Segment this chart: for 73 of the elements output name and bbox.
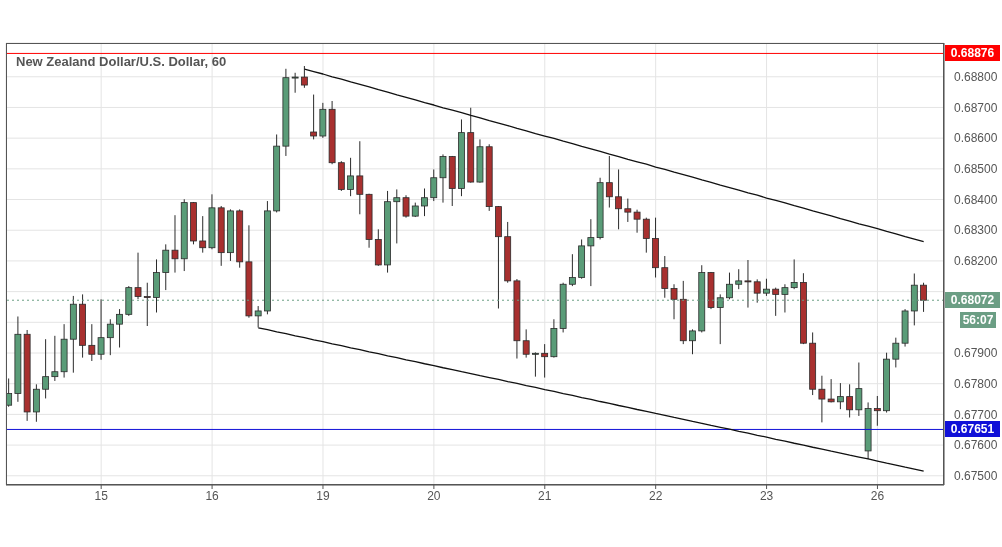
candlestick: [143, 282, 151, 327]
x-tick-label: 19: [316, 488, 330, 503]
text: New Zealand Dollar/U.S. Dollar, 60: [16, 54, 227, 69]
candlestick: [310, 94, 318, 140]
candlestick: [88, 323, 96, 362]
x-tick-label: 22: [648, 488, 663, 503]
y-tick-label: 0.68500: [954, 162, 998, 177]
candlestick: [522, 328, 530, 359]
x-tick-label: 20: [427, 488, 441, 503]
candlestick: [97, 298, 105, 361]
candlestick: [199, 215, 207, 254]
candlestick: [633, 209, 641, 234]
y-tick-label: 0.68700: [954, 100, 998, 115]
candlestick: [430, 168, 438, 202]
line-series: [257, 327, 925, 472]
candlestick: [393, 188, 401, 244]
candlestick: [790, 258, 798, 290]
y-tick-label: 0.67700: [954, 407, 998, 422]
candlestick: [541, 343, 549, 379]
y-tick-label: 0.68400: [954, 192, 998, 207]
candlestick: [735, 268, 743, 290]
candlestick: [32, 383, 40, 423]
candlestick: [568, 253, 576, 287]
candlestick: [772, 287, 780, 317]
candlestick: [356, 140, 364, 215]
x-tick-label: 15: [94, 488, 109, 503]
candlestick: [439, 153, 447, 204]
ref-line-label: 0.68072: [945, 292, 1000, 309]
x-tick-label: 23: [759, 488, 774, 503]
candlestick: [116, 308, 123, 348]
y-tick-label: 0.67900: [954, 346, 998, 361]
candlestick: [402, 194, 410, 219]
candlestick: [670, 283, 678, 320]
candlestick: [615, 168, 622, 230]
candlestick: [716, 293, 724, 345]
candlestick: [171, 214, 179, 274]
x-tick-label: 26: [870, 488, 885, 503]
candlestick: [744, 259, 752, 309]
candlestick: [781, 283, 789, 313]
candlestick: [42, 338, 50, 399]
y-tick-label: 0.68800: [954, 70, 998, 85]
candlestick: [162, 243, 170, 291]
candlestick: [642, 217, 650, 254]
y-tick-label: 0.68300: [954, 223, 998, 238]
candlestick: [661, 255, 669, 299]
candlestick: [421, 187, 428, 217]
candlestick: [920, 282, 927, 313]
y-tick-label: 0.67800: [954, 376, 998, 391]
candlestick: [347, 157, 354, 197]
candlestick: [254, 305, 262, 329]
candlestick: [753, 278, 761, 304]
candlestick: [726, 272, 733, 300]
candlestick: [689, 328, 696, 355]
candlestick: [106, 318, 114, 356]
text: 56:07: [960, 312, 996, 329]
candlestick: [605, 155, 613, 209]
candlestick: [846, 383, 854, 418]
candlestick: [300, 65, 308, 89]
candlestick: [892, 337, 900, 368]
candlestick: [873, 395, 881, 427]
x-tick-label: 16: [205, 488, 220, 503]
candlestick: [134, 252, 142, 300]
x-tick-label: 21: [538, 488, 552, 503]
y-tick-label: 0.68200: [954, 254, 998, 269]
candlestick: [532, 351, 539, 378]
candlestick: [836, 382, 844, 410]
y-tick-label: 0.67600: [954, 438, 998, 453]
y-tick-label: 0.67500: [954, 469, 998, 484]
line-series: [303, 68, 925, 243]
candlestick: [624, 198, 632, 223]
ref-line-label: 0.68876: [945, 45, 1000, 62]
ref-line-label: 0.67651: [945, 421, 1000, 438]
y-tick-label: 0.68600: [954, 131, 998, 146]
